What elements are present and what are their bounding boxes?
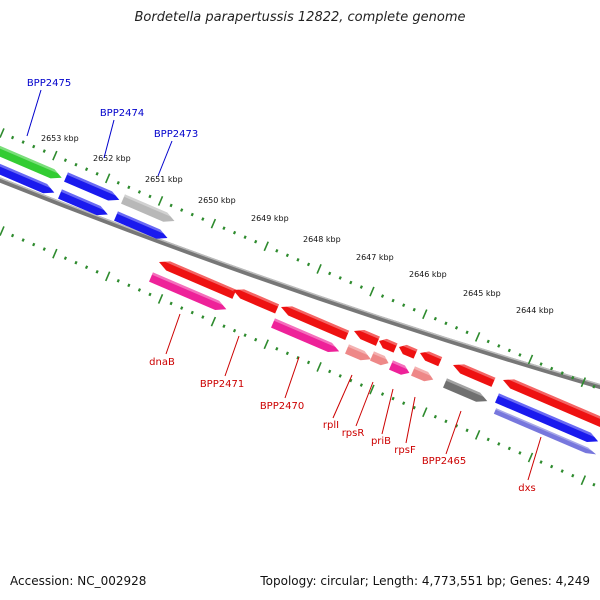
scale-label: 2645 kbp: [463, 289, 501, 298]
scale-label: 2650 kbp: [198, 196, 236, 205]
leader-line: [157, 140, 173, 177]
gene-reverse-arrow: [503, 379, 600, 428]
lower-tick-row: [0, 226, 596, 487]
leader-line: [445, 410, 462, 455]
gene-forward-arrow: [0, 163, 55, 194]
map-title: Bordetella parapertussis 12822, complete…: [134, 10, 466, 25]
gene-bpp2471-arrow: [233, 289, 280, 314]
gene-forward-arrow: [493, 408, 597, 455]
gene-label-rpsf: rpsF: [394, 445, 416, 456]
gene-reverse-arrow: [399, 344, 418, 359]
gene-reverse-arrow: [281, 306, 350, 340]
leader-line: [332, 374, 353, 419]
gene-rpsf-arrow: [411, 366, 434, 382]
scale-label: 2648 kbp: [303, 235, 341, 244]
accession-text: Accession: NC_002928: [10, 574, 147, 588]
gene-bpp2465-arrow: [443, 378, 488, 402]
gene-reverse-arrow: [453, 364, 496, 387]
leader-line: [284, 356, 300, 399]
gene-prib-arrow: [389, 360, 410, 375]
leader-line: [527, 436, 542, 481]
gene-bpp2470-arrow: [271, 318, 340, 353]
gene-dnab-arrow: [149, 272, 227, 310]
gene-dxs-arrow: [495, 393, 599, 442]
scale-label: 2647 kbp: [356, 253, 394, 262]
gene-label-bpp2471: BPP2471: [200, 379, 244, 390]
leader-line: [224, 335, 240, 377]
gene-bpp2473-arrow: [121, 194, 175, 222]
gene-label-rpli: rplI: [323, 420, 339, 431]
leader-line: [355, 381, 374, 427]
scale-label: 2646 kbp: [409, 270, 447, 279]
gene-rpsr-arrow: [370, 351, 389, 366]
gene-forward-arrow: [114, 211, 168, 239]
gene-reverse-arrow: [159, 261, 237, 299]
leader-line: [405, 396, 416, 444]
gene-rpli-arrow: [345, 344, 371, 361]
genome-summary-text: Topology: circular; Length: 4,773,551 bp…: [260, 574, 590, 588]
gene-label-rpsr: rpsR: [342, 428, 365, 439]
gene-label-dnab: dnaB: [149, 357, 175, 368]
gene-label-dxs: dxs: [518, 483, 535, 494]
leader-line: [103, 119, 115, 159]
scale-label: 2651 kbp: [145, 175, 183, 184]
scale-label: 2653 kbp: [41, 134, 79, 143]
leader-line: [26, 89, 42, 137]
gene-label-bpp2473: BPP2473: [154, 129, 198, 140]
gene-reverse-arrow: [354, 329, 380, 346]
scale-label: 2644 kbp: [516, 306, 554, 315]
scale-label: 2652 kbp: [93, 154, 131, 163]
gene-label-bpp2465: BPP2465: [422, 456, 466, 467]
leader-line: [165, 313, 181, 355]
gene-reverse-arrow: [420, 351, 443, 367]
upper-tick-row: [0, 128, 596, 389]
genome-backbone: [0, 177, 600, 390]
gene-bpp2474-arrow: [64, 172, 120, 201]
gene-forward-arrow: [58, 189, 108, 216]
leader-line: [381, 388, 394, 435]
gene-label-bpp2474: BPP2474: [100, 108, 144, 119]
gene-reverse-arrow: [379, 338, 398, 353]
gene-label-prib: priB: [371, 436, 391, 447]
gene-bpp2475-arrow: [0, 145, 62, 179]
gene-label-bpp2475: BPP2475: [27, 78, 71, 89]
scale-label: 2649 kbp: [251, 214, 289, 223]
gene-label-bpp2470: BPP2470: [260, 401, 304, 412]
